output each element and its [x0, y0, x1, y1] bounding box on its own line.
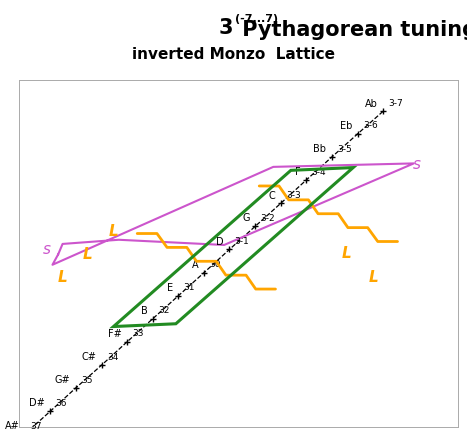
Text: 3-1: 3-1 — [234, 237, 249, 246]
Text: 33: 33 — [132, 329, 144, 338]
Text: L: L — [109, 223, 119, 239]
Text: (-7...7): (-7...7) — [235, 14, 278, 24]
Text: 3-3: 3-3 — [286, 191, 301, 200]
Text: F: F — [295, 167, 301, 177]
Text: 3-6: 3-6 — [363, 121, 378, 130]
Text: B: B — [141, 306, 147, 316]
Text: F#: F# — [108, 329, 122, 339]
Text: inverted Monzo  Lattice: inverted Monzo Lattice — [132, 47, 335, 62]
Text: Eb: Eb — [340, 121, 352, 131]
Text: L: L — [368, 271, 378, 285]
Text: 34: 34 — [107, 352, 118, 362]
Text: s: s — [43, 242, 51, 257]
Text: 3-5: 3-5 — [337, 145, 352, 154]
Text: 3-2: 3-2 — [261, 214, 275, 223]
Text: G#: G# — [55, 375, 71, 385]
Text: Bb: Bb — [313, 144, 326, 154]
Text: 31: 31 — [184, 283, 195, 292]
Text: 37: 37 — [30, 422, 42, 431]
Text: L: L — [58, 270, 67, 285]
Text: A: A — [192, 260, 198, 270]
Text: D: D — [217, 237, 224, 247]
Text: G: G — [242, 214, 250, 223]
Text: 3-4: 3-4 — [311, 168, 326, 177]
Text: L: L — [83, 247, 93, 262]
Text: E: E — [167, 283, 173, 293]
Text: 30: 30 — [209, 260, 221, 269]
Text: 3-7: 3-7 — [388, 99, 403, 108]
Text: A#: A# — [5, 421, 20, 431]
Text: L: L — [341, 246, 351, 261]
Text: 35: 35 — [81, 376, 92, 384]
Text: C: C — [269, 190, 276, 201]
Text: 32: 32 — [158, 307, 169, 316]
Text: 3: 3 — [219, 18, 234, 38]
Text: D#: D# — [29, 398, 45, 409]
Text: s: s — [413, 157, 421, 172]
Text: 36: 36 — [56, 399, 67, 408]
Text: Pythagorean tuning: Pythagorean tuning — [235, 20, 467, 40]
Text: C#: C# — [82, 352, 96, 362]
Text: Ab: Ab — [365, 98, 378, 109]
